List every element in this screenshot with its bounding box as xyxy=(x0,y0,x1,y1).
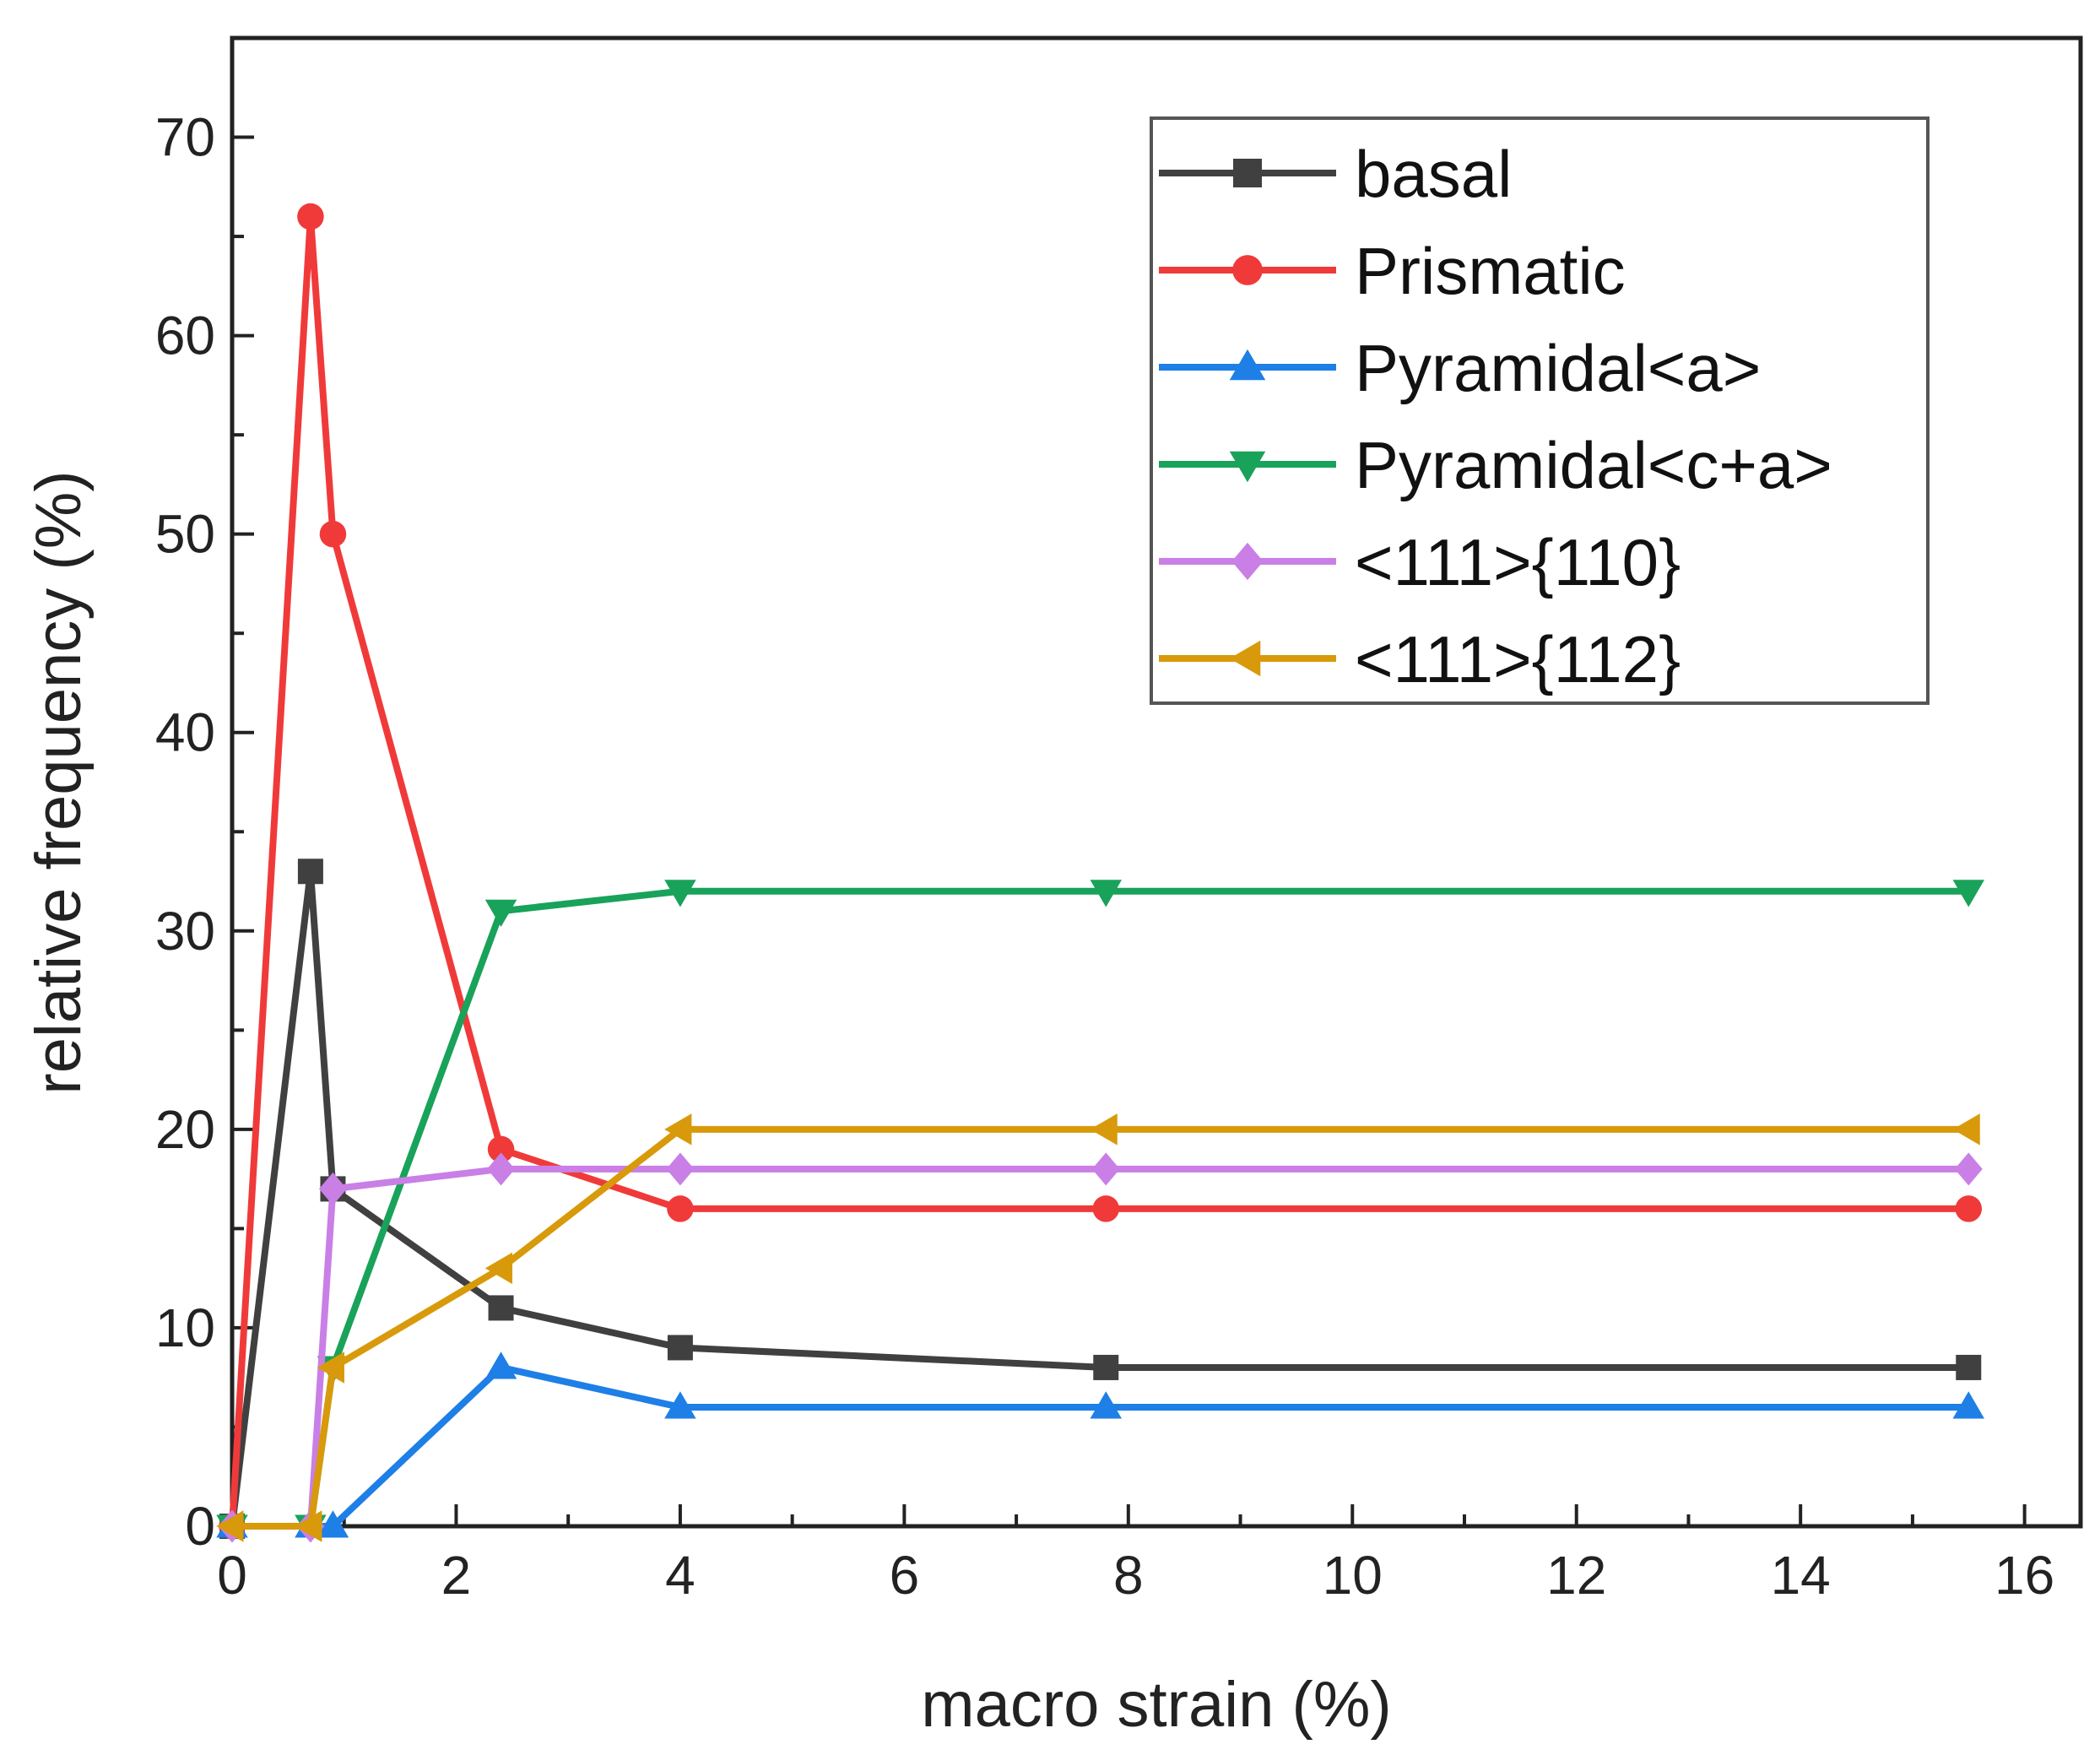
data-point xyxy=(1092,1195,1120,1222)
series-line xyxy=(232,1125,1969,1530)
data-point xyxy=(488,1295,514,1321)
x-tick-label: 8 xyxy=(1113,1545,1144,1606)
data-point xyxy=(487,1135,515,1163)
legend-label: Pyramidal<c+a> xyxy=(1355,428,1832,502)
y-tick-label: 20 xyxy=(155,1099,215,1160)
data-point xyxy=(319,520,347,548)
legend-marker xyxy=(1229,349,1266,381)
data-point xyxy=(1955,1195,1983,1222)
data-point xyxy=(1091,1152,1120,1186)
data-point xyxy=(317,1351,344,1384)
x-tick-label: 10 xyxy=(1323,1545,1383,1606)
series-line xyxy=(232,1165,1969,1530)
y-tick-label: 60 xyxy=(155,306,215,366)
data-point xyxy=(297,203,324,230)
plot-frame xyxy=(230,35,2083,1529)
data-point xyxy=(297,859,323,885)
legend-label: basal xyxy=(1355,137,1512,211)
data-point xyxy=(1090,880,1123,907)
x-tick-label: 14 xyxy=(1771,1545,1831,1606)
series-5 xyxy=(216,1113,1980,1542)
data-point xyxy=(667,1195,694,1222)
x-tick-label: 4 xyxy=(665,1545,695,1606)
x-axis-title: macro strain (%) xyxy=(921,1669,1391,1741)
data-point xyxy=(484,899,517,928)
y-tick-label: 50 xyxy=(155,504,215,565)
legend-box xyxy=(1150,116,1930,705)
data-point xyxy=(1952,880,1985,907)
y-axis-ticks: 0 10 20 30 40 50 60 70 xyxy=(155,107,254,1557)
legend-label: Pyramidal<a> xyxy=(1355,331,1761,405)
data-point xyxy=(666,1152,695,1186)
data-point xyxy=(1090,1113,1118,1146)
data-point xyxy=(664,1391,696,1419)
x-tick-label: 12 xyxy=(1546,1545,1606,1606)
data-point xyxy=(318,1172,347,1205)
y-tick-label: 10 xyxy=(155,1297,215,1358)
data-point xyxy=(484,1351,517,1379)
y-axis-title: relative frequency (%) xyxy=(23,470,95,1094)
data-point xyxy=(1952,1113,1980,1146)
data-point xyxy=(1956,1354,1982,1380)
legend-label: <111>{112} xyxy=(1355,622,1681,696)
data-point xyxy=(667,1335,693,1361)
y-tick-label: 30 xyxy=(155,901,215,961)
series-1 xyxy=(219,203,1983,1540)
data-point xyxy=(216,1510,244,1542)
x-tick-label: 6 xyxy=(890,1545,920,1606)
legend-label: <111>{110} xyxy=(1355,525,1681,599)
data-point xyxy=(1952,1391,1985,1419)
data-point xyxy=(664,1113,692,1146)
x-tick-label: 16 xyxy=(1994,1545,2054,1606)
legend-label: Prismatic xyxy=(1355,234,1626,308)
legend: basal Prismatic Pyramidal<a> Pyramidal<c+a>… xyxy=(1150,116,1930,705)
x-axis-ticks: 0 2 4 6 8 10 12 14 16 xyxy=(217,1504,2054,1606)
legend-marker xyxy=(1229,451,1266,483)
data-point xyxy=(317,1510,349,1538)
y-tick-label: 40 xyxy=(155,702,215,763)
data-point xyxy=(295,1510,322,1542)
data-point xyxy=(1090,1391,1123,1419)
legend-marker xyxy=(1233,159,1262,187)
data-point xyxy=(1954,1152,1983,1186)
data-point xyxy=(664,880,696,907)
legend-marker xyxy=(1229,640,1261,677)
data-point xyxy=(487,1152,516,1186)
series-layer xyxy=(216,203,1985,1543)
x-tick-label: 2 xyxy=(441,1545,472,1606)
legend-marker xyxy=(1231,542,1264,581)
series-line xyxy=(232,1363,1969,1530)
x-tick-label: 0 xyxy=(217,1545,247,1606)
legend-marker xyxy=(1232,255,1263,285)
y-tick-label: 70 xyxy=(155,107,215,168)
data-point xyxy=(484,1252,513,1285)
y-tick-label: 0 xyxy=(185,1496,215,1557)
data-point xyxy=(1093,1354,1119,1380)
